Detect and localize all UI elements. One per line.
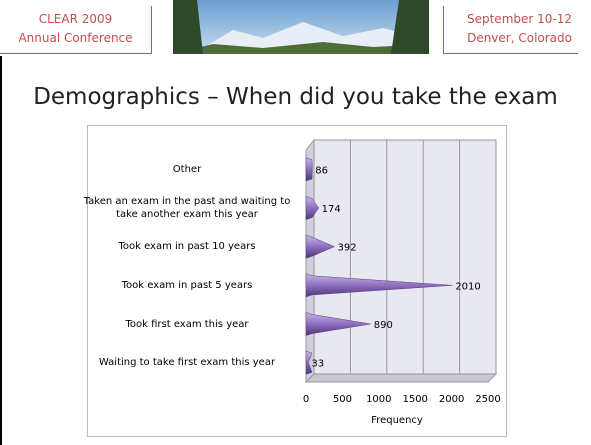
- chart-frame: [87, 125, 507, 437]
- bar: [305, 234, 336, 259]
- value-label: 86: [315, 165, 328, 176]
- header-right: September 10-12 Denver, Colorado: [443, 6, 578, 54]
- value-label: 174: [322, 204, 341, 215]
- y-tick-label: Took first exam this year: [125, 318, 249, 330]
- header-left: CLEAR 2009 Annual Conference: [0, 6, 152, 54]
- x-tick-label: 0: [303, 394, 309, 405]
- header-text: Annual Conference: [18, 31, 133, 45]
- x-axis-label: Frequency: [371, 415, 423, 426]
- x-tick-label: 1500: [402, 394, 427, 405]
- y-tick-label: Took exam in past 5 years: [121, 279, 253, 291]
- header-text: CLEAR 2009: [38, 12, 113, 26]
- bar: [305, 350, 313, 375]
- y-tick-label: Taken an exam in the past and waiting to…: [83, 196, 291, 220]
- slide-border: [0, 56, 2, 445]
- slide-title: Demographics – When did you take the exa…: [33, 84, 558, 110]
- x-tick-label: 2500: [475, 394, 500, 405]
- floor: [304, 373, 498, 383]
- value-label: 392: [338, 243, 357, 254]
- header-text: Denver, Colorado: [467, 31, 572, 45]
- y-tick-label: Took exam in past 10 years: [118, 241, 256, 253]
- bar: [305, 157, 313, 182]
- bar: [305, 273, 453, 298]
- value-label: 2010: [455, 281, 480, 292]
- value-label: 890: [374, 320, 393, 331]
- back-wall: [313, 139, 497, 375]
- x-tick-label: 2000: [439, 394, 464, 405]
- y-tick-label: Waiting to take first exam this year: [98, 357, 276, 369]
- x-tick-label: 500: [333, 394, 352, 405]
- header-text: September 10-12: [466, 12, 572, 26]
- header-image: [173, 0, 429, 54]
- bar: [305, 196, 319, 220]
- bar: [305, 312, 371, 336]
- y-tick-label: Other: [172, 163, 202, 175]
- x-tick-label: 1000: [366, 394, 391, 405]
- value-label: 33: [311, 359, 324, 370]
